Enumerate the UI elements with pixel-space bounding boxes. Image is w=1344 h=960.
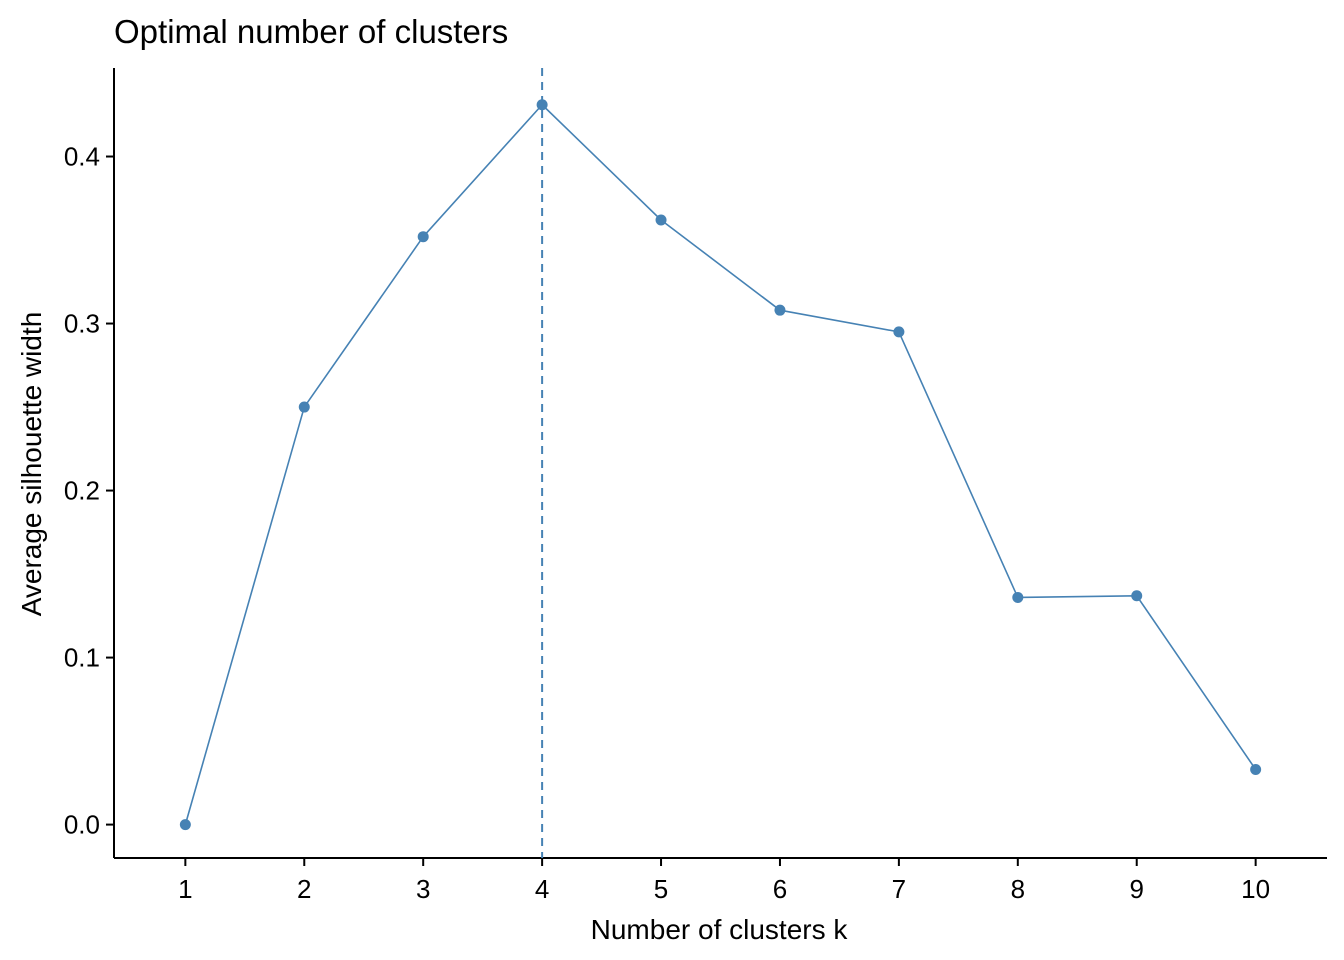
data-point (655, 214, 667, 226)
data-point (893, 326, 905, 338)
data-point (774, 304, 786, 316)
x-tick-label: 1 (178, 874, 192, 904)
data-point (1012, 591, 1024, 603)
x-tick-label: 5 (654, 874, 668, 904)
x-tick-label: 3 (416, 874, 430, 904)
data-point (417, 231, 429, 243)
axes: 0.0 0.1 0.2 0.3 0.4 1 2 3 4 5 6 7 8 9 10 (64, 68, 1327, 904)
data-point (536, 99, 548, 111)
chart-title: Optimal number of clusters (114, 13, 508, 50)
y-tick-label: 0.0 (64, 810, 100, 840)
x-tick-label: 10 (1241, 874, 1270, 904)
series-layer (179, 99, 1262, 831)
x-tick-label: 4 (535, 874, 549, 904)
y-tick-label: 0.3 (64, 309, 100, 339)
data-point (1250, 763, 1262, 775)
x-tick-label: 2 (297, 874, 311, 904)
x-tick-label: 6 (773, 874, 787, 904)
x-tick-label: 9 (1129, 874, 1143, 904)
y-axis-title: Average silhouette width (16, 312, 47, 617)
y-tick-label: 0.4 (64, 142, 100, 172)
data-point (1131, 590, 1143, 602)
x-axis-title: Number of clusters k (591, 914, 849, 945)
series-line (184, 103, 1257, 825)
data-point (298, 401, 310, 413)
x-tick-label: 8 (1011, 874, 1025, 904)
y-tick-label: 0.1 (64, 643, 100, 673)
y-tick-label: 0.2 (64, 476, 100, 506)
data-point (179, 819, 191, 831)
x-tick-label: 7 (892, 874, 906, 904)
